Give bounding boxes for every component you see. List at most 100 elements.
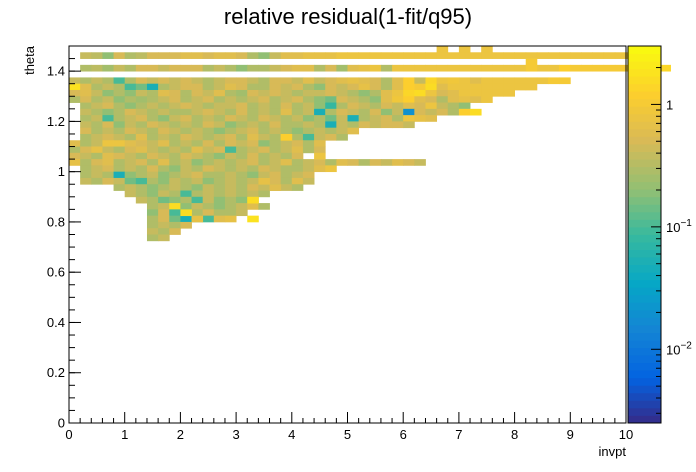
heatmap-cell [336,127,348,135]
heatmap-cell [548,52,560,59]
heatmap-cell [213,133,226,141]
heatmap-cell [213,177,226,185]
heatmap-cell [224,171,237,179]
heatmap-cell [146,89,159,97]
palette-band [628,309,661,318]
heatmap-cell [180,215,192,223]
heatmap-cell [169,203,181,210]
heatmap-cell [69,152,81,160]
x-tick-label: 7 [455,427,462,442]
heatmap-cell [158,165,170,173]
heatmap-cell [358,64,371,72]
heatmap-cell [191,89,204,97]
palette-band [628,385,661,394]
heatmap-cell [236,159,248,166]
heatmap-cell [158,121,170,129]
heatmap-cell [403,159,415,166]
heatmap-cell [191,108,204,116]
heatmap-cell [146,234,159,242]
heatmap-cell [325,102,337,110]
heatmap-cell [91,159,103,166]
heatmap-cell [302,52,315,59]
palette-band [628,166,661,175]
palette-band [628,121,661,130]
heatmap-cell [380,108,393,116]
heatmap-cell [202,171,215,179]
heatmap-cell [124,52,137,59]
heatmap-cell [213,115,226,122]
heatmap-cell [425,52,438,59]
heatmap-cell [224,215,237,223]
heatmap-cell [124,190,137,198]
heatmap-cell [69,140,81,147]
heatmap-cell [69,89,81,97]
heatmap-cell [91,140,103,147]
heatmap-cell [158,127,170,135]
heatmap-cell [347,115,360,122]
heatmap-cell [124,83,137,91]
heatmap-cell [224,133,237,141]
heatmap-cell [191,171,204,179]
x-tick-label: 4 [288,427,295,442]
x-axis: 0 1 2 3 4 5 6 7 8 9 10 [65,412,633,442]
heatmap-cell [291,108,304,116]
palette-band [628,204,661,213]
heatmap-cell [403,89,415,97]
heatmap-cell [102,102,114,110]
heatmap-cell [314,89,326,97]
heatmap-cell [258,127,270,135]
heatmap-cell [135,190,148,198]
heatmap-cell [124,165,137,173]
heatmap-cell [247,159,259,166]
palette-band [628,407,661,416]
heatmap-cell [269,52,282,59]
heatmap-cell [302,115,315,122]
heatmap-cell [269,96,282,103]
heatmap-cell [202,133,215,141]
heatmap-cell [191,209,204,217]
heatmap-cell [269,171,282,179]
palette-band [628,83,661,92]
heatmap-cell [113,165,126,173]
heatmap-cell [447,52,460,59]
heatmap-cell [169,96,181,103]
palette-band [628,76,661,85]
heatmap-cell [102,140,114,147]
heatmap-cell [102,83,114,91]
heatmap-cell [269,184,282,191]
heatmap-cell [124,89,137,97]
heatmap-cell [336,83,348,91]
heatmap-cell [470,108,482,116]
heatmap-cell [124,177,137,185]
heatmap-cell [258,133,270,141]
heatmap-cell [447,83,460,91]
heatmap-cell [559,77,571,85]
heatmap-cell [280,146,293,154]
heatmap-cell [369,52,382,59]
heatmap-cell [135,159,148,166]
heatmap-cell [135,133,148,141]
heatmap-cell [269,102,282,110]
heatmap-cell [581,52,593,59]
heatmap-cell [369,108,382,116]
heatmap-cell [302,171,315,179]
heatmap-cell [202,89,215,97]
heatmap-cell [124,121,137,129]
heatmap-cell [213,127,226,135]
heatmap-cell [559,52,571,59]
heatmap-cell [358,115,371,122]
heatmap-cell [213,184,226,191]
heatmap-cell [180,133,192,141]
heatmap-cell [280,159,293,166]
heatmap-cell [202,96,215,103]
heatmap-cell [224,89,237,97]
heatmap-cell [146,133,159,141]
x-tick-label: 5 [344,427,351,442]
heatmap-cell [481,77,493,85]
heatmap-cell [392,52,404,59]
heatmap-cell [180,209,192,217]
heatmap-cell [91,102,103,110]
heatmap-cell [202,83,215,91]
heatmap-cell [358,52,371,59]
